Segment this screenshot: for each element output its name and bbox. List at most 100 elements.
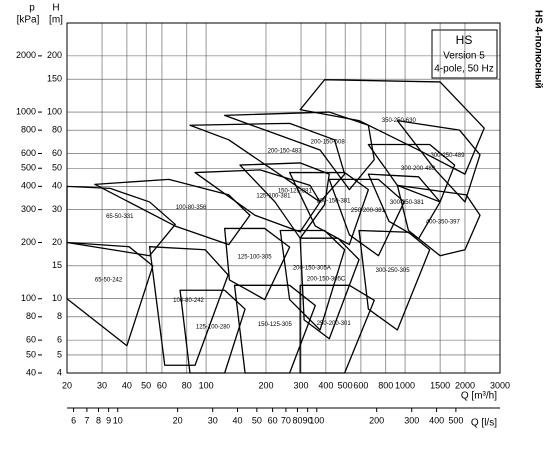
y2-tick-label: 1000	[16, 106, 36, 116]
y2-tick-label: 500	[21, 163, 36, 173]
y-tick-label: 15	[52, 260, 62, 270]
y2-tick-label: 50	[26, 349, 36, 359]
pump-region	[94, 178, 251, 246]
pump-region	[279, 229, 346, 331]
y-axis-label: H	[52, 3, 59, 14]
y2-tick-label: 2000	[16, 50, 36, 60]
x2-tick-label: 70	[281, 415, 291, 425]
region-label: 125-100-280	[196, 325, 231, 331]
x-tick-label: 800	[378, 380, 393, 390]
x-tick-label: 200	[258, 380, 273, 390]
x2-tick-label: 500	[448, 415, 463, 425]
x-tick-label: 3000	[490, 380, 510, 390]
x2-tick-label: 7	[84, 415, 89, 425]
y2-tick-label: 600	[21, 148, 36, 158]
x-tick-label: 80	[182, 380, 192, 390]
pump-region	[233, 284, 316, 374]
y-tick-label: 30	[52, 204, 62, 214]
x2-tick-label: 60	[268, 415, 278, 425]
region-label: 300-250-305	[376, 268, 411, 274]
pump-region	[148, 246, 229, 366]
x2-tick-label: 80	[292, 415, 302, 425]
pump-region	[66, 241, 154, 347]
pump-region	[189, 122, 346, 203]
x2-tick-label: 400	[429, 415, 444, 425]
region-label: 250-200-301	[317, 321, 352, 327]
y2-tick-label: 60	[26, 335, 36, 345]
pump-region	[396, 184, 481, 257]
x2-tick-label: 10	[113, 415, 123, 425]
x2-tick-label: 30	[208, 415, 218, 425]
pump-region	[179, 289, 246, 374]
x2-tick-label: 8	[96, 415, 101, 425]
pump-region	[328, 178, 405, 257]
pump-region	[224, 111, 375, 191]
region-label: 200-150-508	[311, 140, 346, 146]
pump-region	[66, 185, 176, 257]
y2-axis-label: p	[29, 3, 35, 14]
x-tick-label: 1500	[430, 380, 450, 390]
y2-tick-label: 200	[21, 237, 36, 247]
x-tick-label: 2000	[455, 380, 475, 390]
y2-tick-label: 40	[26, 367, 36, 377]
y-tick-label: 80	[52, 125, 62, 135]
x2-tick-label: 100	[309, 415, 324, 425]
y-tick-label: 100	[47, 106, 62, 116]
region-label: 65-50-242	[95, 277, 123, 283]
region-label: 400-350-397	[426, 219, 461, 225]
region-label: 300-250-381	[390, 200, 425, 206]
region-label: 150-125-305	[258, 322, 293, 328]
region-label: 200-150-381	[316, 199, 351, 205]
pump-region	[299, 284, 375, 374]
pump-region	[239, 162, 330, 239]
x2-tick-label: 50	[252, 415, 262, 425]
x2-tick-label: 20	[173, 415, 183, 425]
region-label: 200-150-305C	[307, 277, 346, 283]
chart-note: 4-pole, 50 Hz	[434, 64, 493, 75]
x-tick-label: 500	[338, 380, 353, 390]
y-tick-label: 50	[52, 163, 62, 173]
pump-region	[367, 173, 441, 240]
x-tick-label: 100	[199, 380, 214, 390]
y-tick-label: 5	[57, 349, 62, 359]
y-tick-label: 20	[52, 237, 62, 247]
y2-tick-label: 800	[21, 125, 36, 135]
region-label: 200-150-305A	[293, 266, 331, 272]
x2-tick-label: 90	[303, 415, 313, 425]
y-tick-label: 40	[52, 181, 62, 191]
title-box	[431, 29, 498, 79]
y-tick-label: 10	[52, 293, 62, 303]
pump-region	[288, 171, 370, 246]
y-axis-unit: [m]	[49, 15, 63, 26]
region-label: 125-100-305	[238, 254, 273, 260]
x2-tick-label: 6	[71, 415, 76, 425]
x-tick-label: 50	[141, 380, 151, 390]
y2-axis-unit: [kPa]	[17, 15, 40, 26]
region-label: 150-125-381	[278, 189, 313, 195]
y2-tick-label: 100	[21, 293, 36, 303]
region-label: 200-150-483	[268, 148, 303, 154]
region-label: 250-200-381	[351, 208, 386, 214]
y2-tick-label: 80	[26, 311, 36, 321]
x-tick-label: 60	[157, 380, 167, 390]
chart-title: HS	[456, 33, 473, 47]
pump-region	[299, 237, 360, 340]
y2-tick-label: 400	[21, 181, 36, 191]
region-label: 65-50-331	[106, 214, 134, 220]
pump-region	[358, 229, 431, 331]
x-tick-label: 300	[294, 380, 309, 390]
x2-axis-label: Q [l/s]	[471, 418, 497, 429]
region-label: 125-100-381	[256, 194, 291, 200]
x-axis-label: Q [m³/h]	[461, 391, 497, 402]
y2-tick-label: 300	[21, 204, 36, 214]
region-label: 300-250-489	[430, 153, 465, 159]
x2-tick-label: 200	[369, 415, 384, 425]
x-tick-label: 40	[122, 380, 132, 390]
pump-region	[224, 227, 291, 301]
y-tick-label: 4	[57, 367, 62, 377]
y-tick-label: 150	[47, 74, 62, 84]
y-tick-label: 8	[57, 311, 62, 321]
x2-tick-label: 9	[106, 415, 111, 425]
x2-tick-label: 40	[233, 415, 243, 425]
region-label: 100-80-242	[173, 298, 204, 304]
